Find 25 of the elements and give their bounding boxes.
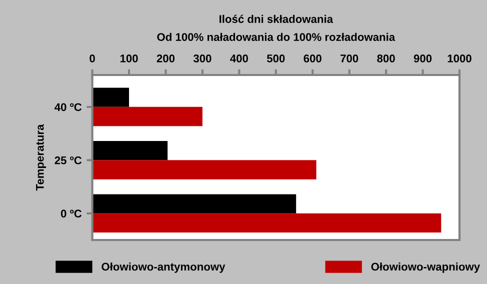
chart-subtitle: Od 100% naładowania do 100% rozładowania bbox=[157, 32, 396, 41]
bar bbox=[92, 88, 130, 107]
legend-label: Ołowiowo-antymonowy bbox=[102, 262, 226, 273]
bar bbox=[92, 194, 296, 214]
x2-tick-label: 200 bbox=[156, 54, 175, 62]
x2-tick-label: 300 bbox=[193, 54, 212, 62]
y-tick-label: 25 ºC bbox=[54, 156, 82, 164]
bar bbox=[92, 106, 202, 126]
bar bbox=[92, 213, 442, 233]
x2-tick-label: 800 bbox=[377, 54, 395, 62]
y-tick-label: 40 ºC bbox=[54, 103, 82, 112]
x2-tick-label: 500 bbox=[266, 54, 285, 62]
y-axis-title: Temperatura bbox=[36, 124, 46, 191]
x2-tick-label: 600 bbox=[304, 54, 322, 62]
x2-tick-label: 100 bbox=[120, 54, 138, 62]
x2-tick-label: 1000 bbox=[448, 54, 472, 62]
x2-tick-label: 700 bbox=[340, 54, 358, 62]
legend-label: Ołowiowo-wapniowy bbox=[371, 262, 480, 273]
y-tick-label: 0 ºC bbox=[60, 210, 82, 218]
x2-tick-label: 0 bbox=[90, 54, 95, 62]
bar bbox=[92, 141, 168, 160]
bar bbox=[92, 160, 316, 180]
chart-title: Ilość dni składowania bbox=[220, 14, 334, 23]
x2-tick-label: 900 bbox=[414, 54, 432, 62]
x2-tick-label: 400 bbox=[230, 54, 248, 62]
